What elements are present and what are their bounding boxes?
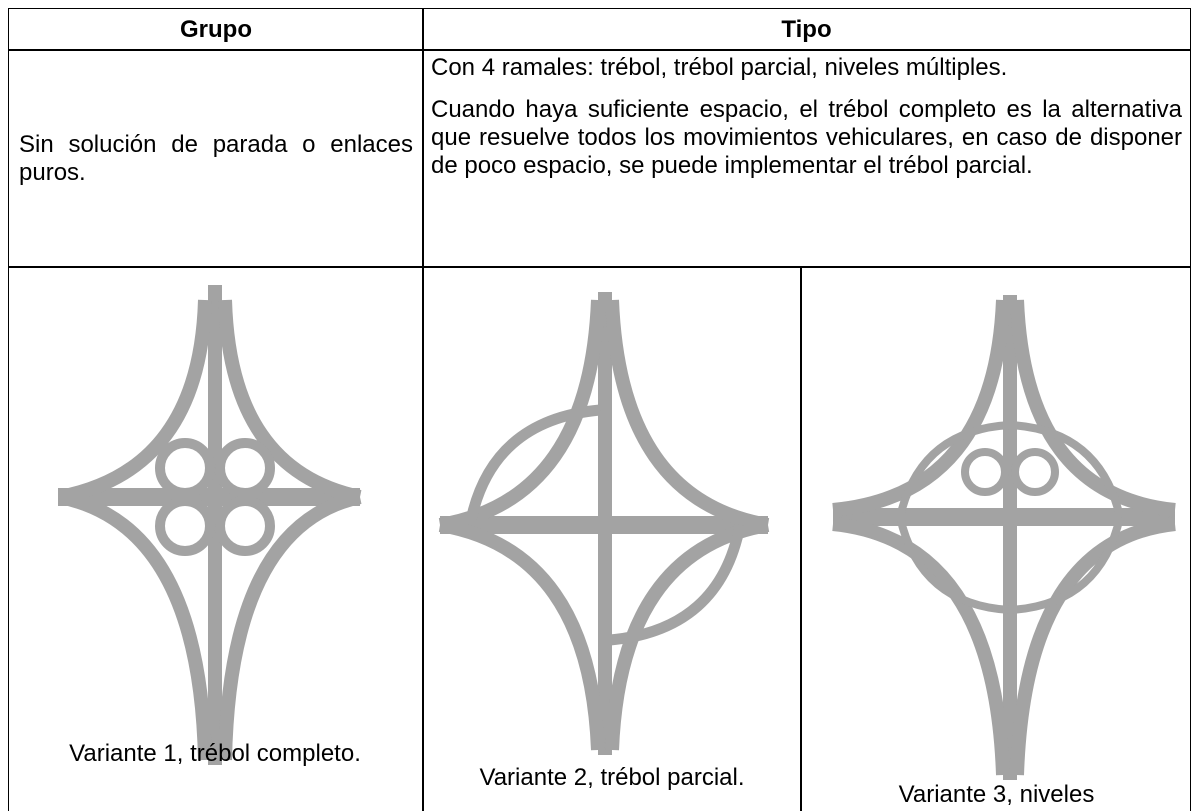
variant-3-diagram xyxy=(832,295,1176,780)
group-text: Sin solución de parada o enlaces puros. xyxy=(19,130,413,186)
type-text: Cuando haya suficiente espacio, el trébo… xyxy=(431,96,1182,179)
variant-caption: Variante 1, trébol completo. xyxy=(69,740,361,767)
variant-cell xyxy=(422,266,802,811)
type-text: Con 4 ramales: trébol, trébol parcial, n… xyxy=(431,54,1008,81)
variant-1-diagram xyxy=(58,285,362,765)
variant-caption: Variante 2, trébol parcial. xyxy=(479,764,745,791)
variant-cell xyxy=(8,266,424,811)
header-type: Tipo xyxy=(422,8,1191,51)
group-cell: Sin solución de parada o enlaces puros. xyxy=(8,49,424,268)
type-cell: Con 4 ramales: trébol, trébol parcial, n… xyxy=(422,49,1191,268)
variant-caption: Variante 3, niveles xyxy=(898,781,1095,808)
variant-2-diagram xyxy=(438,292,770,755)
header-group: Grupo xyxy=(8,8,424,51)
variant-cell xyxy=(800,266,1191,811)
